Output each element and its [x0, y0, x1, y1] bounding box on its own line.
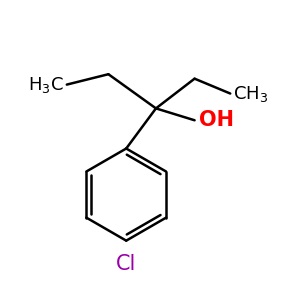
- Text: Cl: Cl: [116, 254, 136, 274]
- Text: OH: OH: [199, 110, 234, 130]
- Text: H$_3$C: H$_3$C: [28, 75, 64, 94]
- Text: CH$_3$: CH$_3$: [233, 83, 268, 103]
